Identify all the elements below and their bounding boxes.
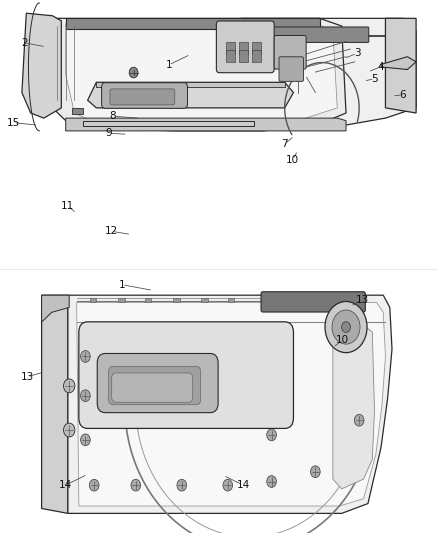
- Bar: [173, 297, 180, 302]
- Circle shape: [64, 423, 75, 437]
- Polygon shape: [66, 18, 320, 29]
- Bar: [228, 297, 234, 302]
- Polygon shape: [96, 82, 285, 87]
- Polygon shape: [22, 13, 61, 118]
- Circle shape: [332, 310, 360, 344]
- FancyBboxPatch shape: [279, 57, 304, 82]
- Circle shape: [131, 479, 141, 491]
- Polygon shape: [88, 82, 293, 108]
- Circle shape: [223, 479, 233, 491]
- Circle shape: [267, 429, 276, 441]
- Text: 1: 1: [165, 60, 172, 70]
- Bar: [90, 297, 96, 302]
- Circle shape: [81, 351, 90, 362]
- Text: 7: 7: [281, 139, 288, 149]
- Polygon shape: [42, 295, 69, 322]
- Text: 13: 13: [21, 372, 34, 382]
- Text: 14: 14: [237, 480, 250, 490]
- Polygon shape: [333, 322, 374, 489]
- Polygon shape: [66, 118, 346, 131]
- Circle shape: [325, 302, 367, 353]
- Bar: [239, 50, 248, 62]
- Circle shape: [177, 479, 187, 491]
- Text: 9: 9: [105, 128, 112, 138]
- Bar: [252, 43, 261, 54]
- Text: 6: 6: [399, 90, 406, 100]
- Polygon shape: [42, 295, 68, 513]
- Polygon shape: [44, 18, 346, 131]
- Text: 3: 3: [353, 49, 360, 58]
- Circle shape: [64, 379, 75, 393]
- Polygon shape: [241, 18, 416, 126]
- Text: 15: 15: [7, 118, 20, 127]
- Polygon shape: [381, 56, 416, 69]
- Circle shape: [81, 434, 90, 446]
- FancyBboxPatch shape: [102, 83, 187, 108]
- FancyBboxPatch shape: [97, 353, 218, 413]
- FancyBboxPatch shape: [271, 27, 369, 43]
- FancyBboxPatch shape: [110, 89, 175, 105]
- Bar: [201, 297, 208, 302]
- Circle shape: [129, 67, 138, 78]
- Text: 8: 8: [110, 111, 117, 121]
- Bar: [145, 297, 151, 302]
- Text: 10: 10: [286, 155, 299, 165]
- Circle shape: [354, 414, 364, 426]
- Text: 11: 11: [61, 201, 74, 211]
- FancyBboxPatch shape: [216, 21, 274, 72]
- Text: 14: 14: [59, 480, 72, 490]
- Circle shape: [81, 390, 90, 401]
- Text: 13: 13: [356, 295, 369, 304]
- Circle shape: [342, 322, 350, 333]
- FancyBboxPatch shape: [261, 292, 365, 312]
- Text: 1: 1: [118, 280, 125, 289]
- FancyBboxPatch shape: [79, 322, 293, 429]
- Bar: [226, 43, 235, 54]
- FancyBboxPatch shape: [274, 36, 306, 69]
- Text: 10: 10: [336, 335, 349, 345]
- Polygon shape: [83, 120, 254, 126]
- Text: 5: 5: [371, 74, 378, 84]
- Bar: [239, 43, 248, 54]
- Text: 4: 4: [378, 62, 385, 71]
- FancyBboxPatch shape: [109, 366, 201, 405]
- Circle shape: [311, 466, 320, 478]
- Polygon shape: [72, 108, 83, 114]
- Bar: [226, 50, 235, 62]
- Polygon shape: [385, 18, 416, 113]
- Bar: [118, 297, 125, 302]
- Text: 2: 2: [21, 38, 28, 47]
- Polygon shape: [77, 303, 385, 506]
- FancyBboxPatch shape: [112, 373, 193, 402]
- Text: 12: 12: [105, 227, 118, 236]
- Polygon shape: [68, 295, 392, 513]
- Polygon shape: [66, 23, 337, 126]
- Circle shape: [89, 479, 99, 491]
- Circle shape: [267, 475, 276, 487]
- Bar: [252, 50, 261, 62]
